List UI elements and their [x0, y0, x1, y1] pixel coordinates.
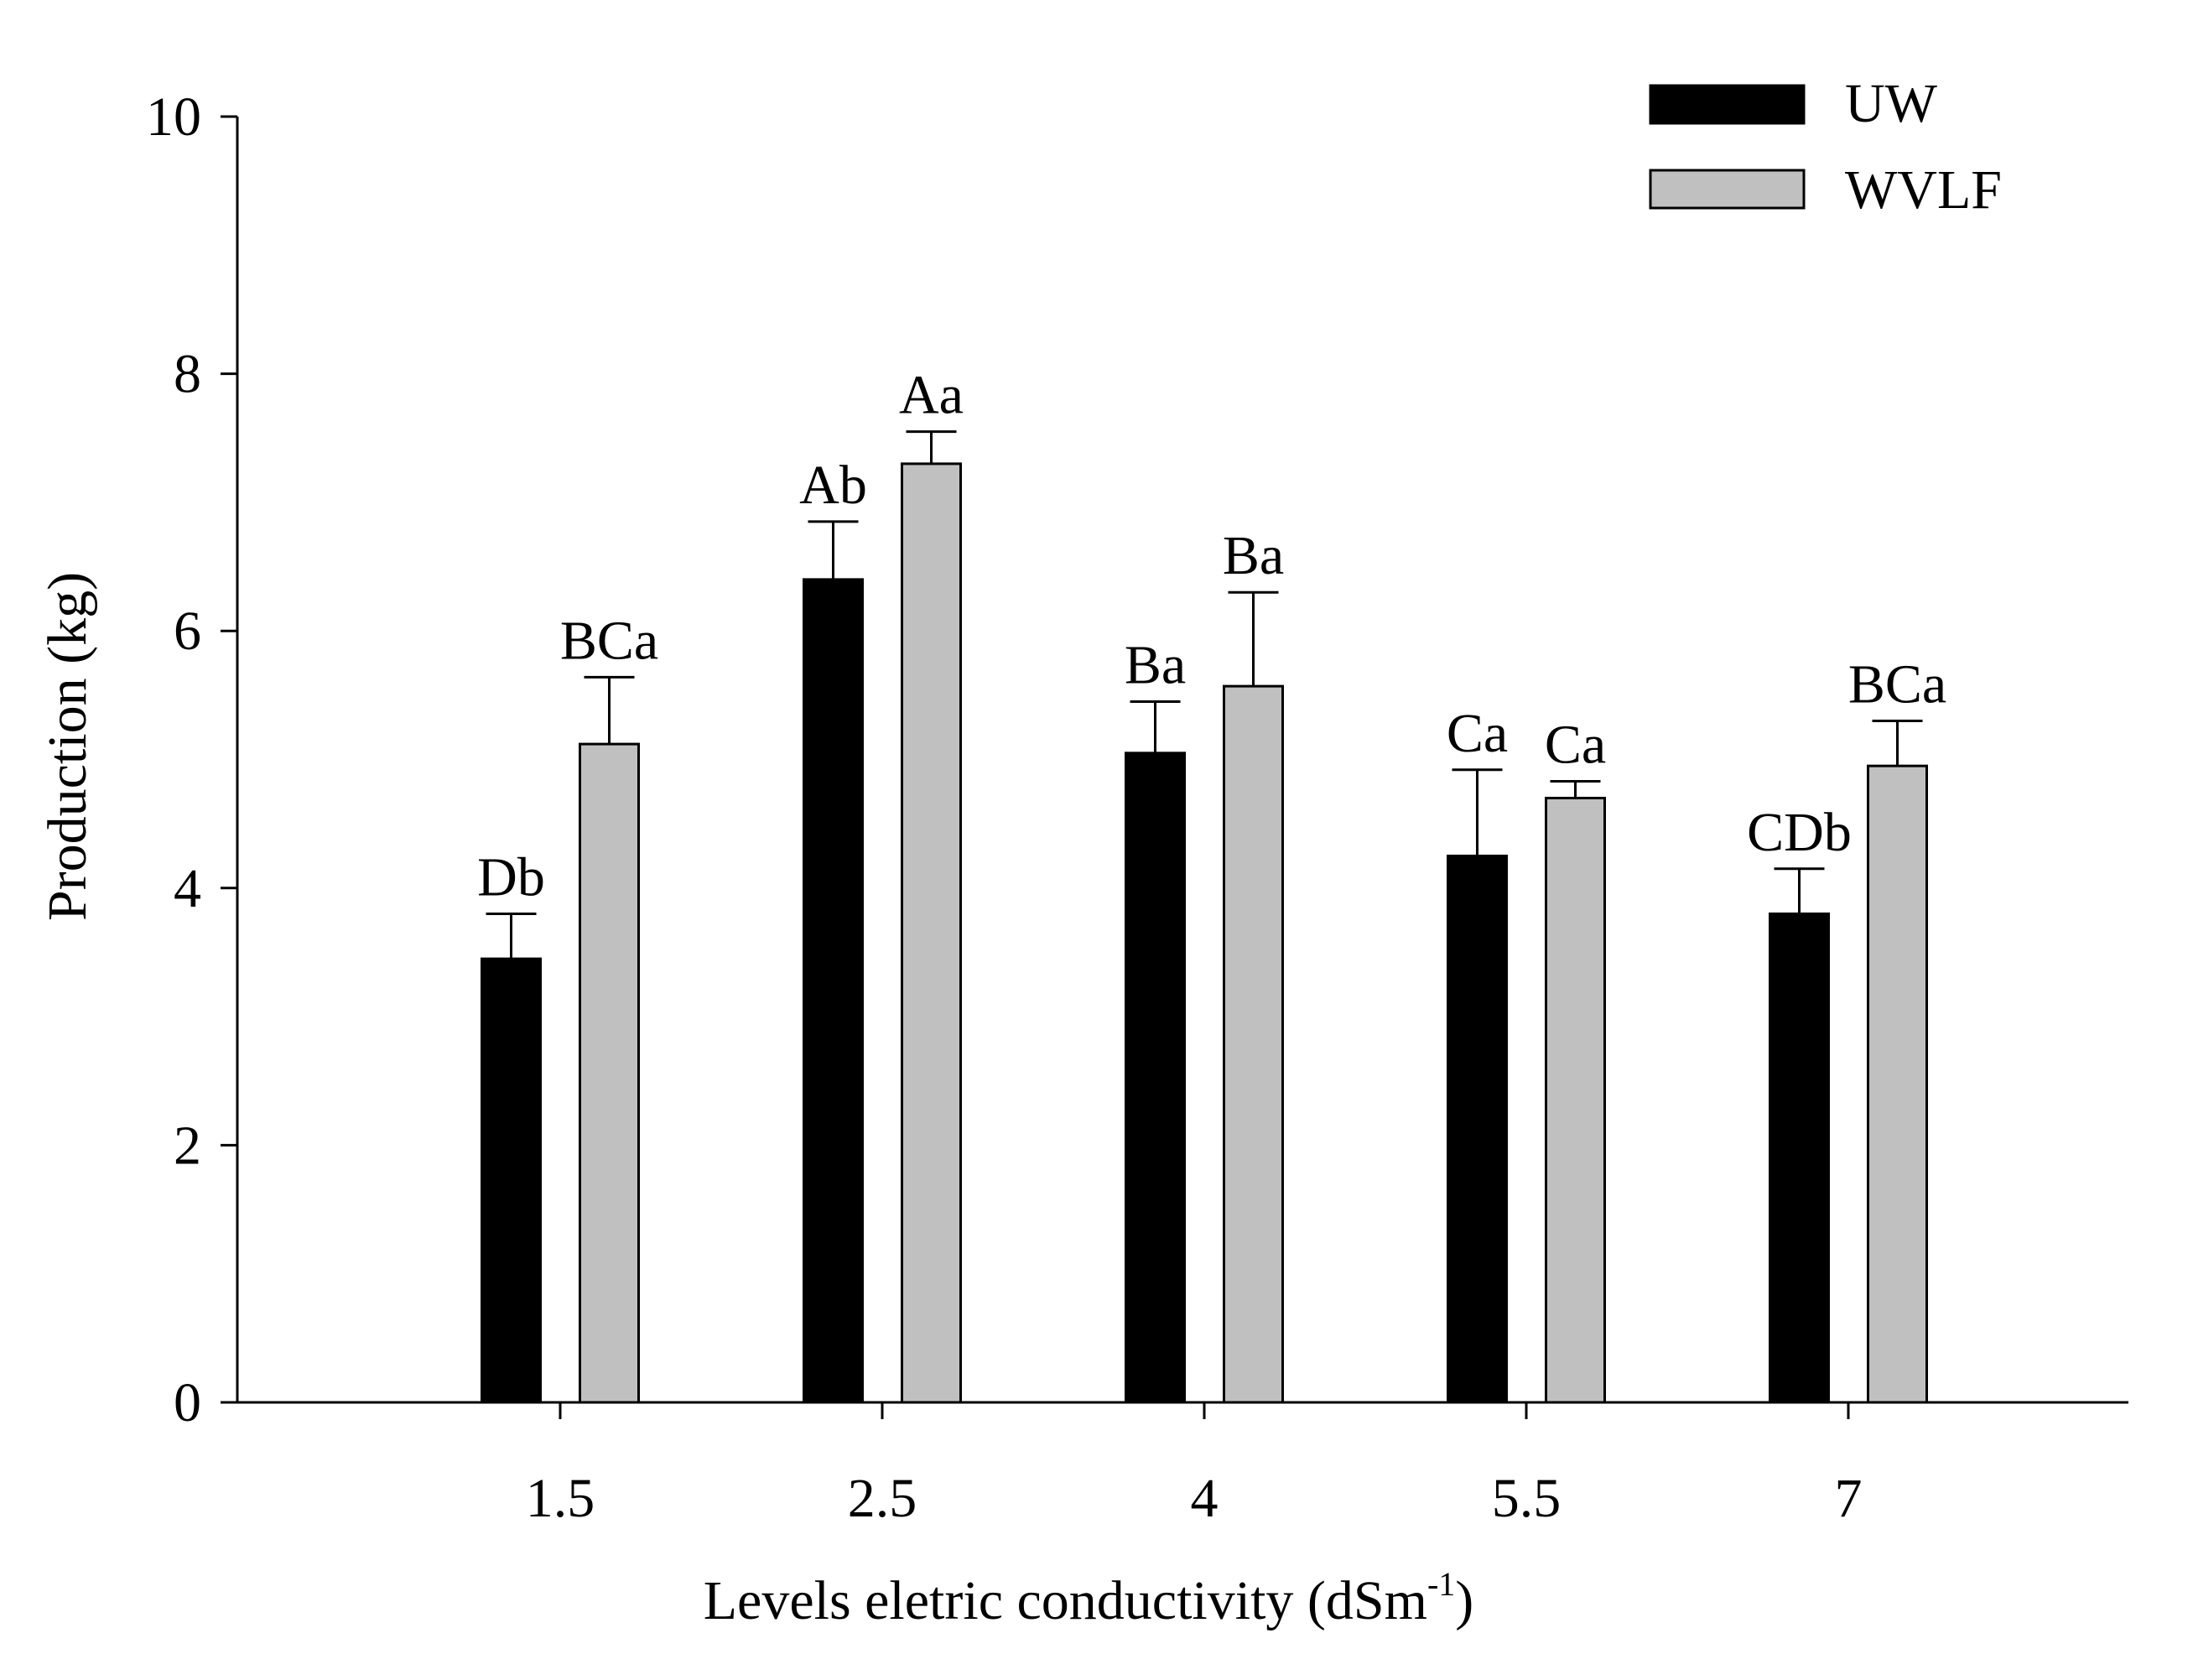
x-tick-label: 2.5 [848, 1468, 917, 1529]
bar-uw-1.5 [481, 957, 542, 1404]
bar-wvlf-7 [1867, 764, 1928, 1404]
bar-significance-label: Ba [1223, 525, 1284, 586]
bar-significance-label: Ca [1447, 703, 1508, 764]
y-axis-label: Production (kg) [37, 572, 98, 921]
bar-uw-7 [1769, 912, 1830, 1404]
bar-wvlf-5.5 [1545, 796, 1606, 1404]
legend-swatch-wvlf [1649, 169, 1806, 210]
x-axis-label-superscript: -1 [1427, 1565, 1455, 1603]
y-tick-label: 4 [174, 858, 201, 919]
legend: UW WVLF [1649, 73, 2002, 221]
x-tick-label: 7 [1835, 1468, 1863, 1529]
bar-labels: Db Ab Ba Ca CDb BCa Aa Ba Ca BCa [477, 365, 1946, 908]
bar-wvlf-2.5 [901, 462, 962, 1404]
bar-significance-label: Ca [1545, 715, 1606, 776]
bar-wvlf-1.5 [579, 742, 640, 1404]
legend-label-wvlf: WVLF [1845, 159, 2002, 221]
y-tick-label: 2 [174, 1115, 201, 1176]
bar-wvlf-4 [1223, 684, 1284, 1404]
bar-uw-5.5 [1447, 854, 1508, 1404]
x-tick-label: 5.5 [1492, 1468, 1562, 1529]
y-tick-label: 6 [174, 601, 201, 662]
legend-label-uw: UW [1845, 73, 1938, 134]
legend-swatch-uw [1649, 84, 1806, 125]
bar-uw-4 [1125, 752, 1186, 1404]
bars [481, 462, 1928, 1404]
x-axis-label: Levels eletric conductivity (dSm-1) [704, 1565, 1474, 1631]
y-tick-label: 0 [174, 1372, 201, 1433]
x-tick-label: 4 [1191, 1468, 1219, 1529]
bar-uw-2.5 [803, 578, 864, 1404]
bar-significance-label: BCa [1848, 654, 1946, 715]
bar-significance-label: CDb [1747, 802, 1852, 863]
bar-significance-label: Ba [1125, 635, 1186, 696]
x-tick-label: 1.5 [526, 1468, 595, 1529]
bar-significance-label: Aa [899, 365, 964, 426]
bar-significance-label: BCa [560, 610, 658, 671]
x-axis-label-suffix: ) [1455, 1570, 1473, 1631]
bar-significance-label: Db [477, 846, 545, 908]
bar-significance-label: Ab [799, 455, 867, 516]
x-axis-label-main: Levels eletric conductivity (dSm [704, 1570, 1427, 1631]
y-tick-label: 10 [146, 86, 201, 148]
y-ticks: 0 2 4 6 8 10 [146, 86, 237, 1433]
y-tick-label: 8 [174, 344, 201, 405]
error-bars [486, 430, 1923, 960]
x-ticks: 1.5 2.5 4 5.5 7 [526, 1402, 1863, 1529]
